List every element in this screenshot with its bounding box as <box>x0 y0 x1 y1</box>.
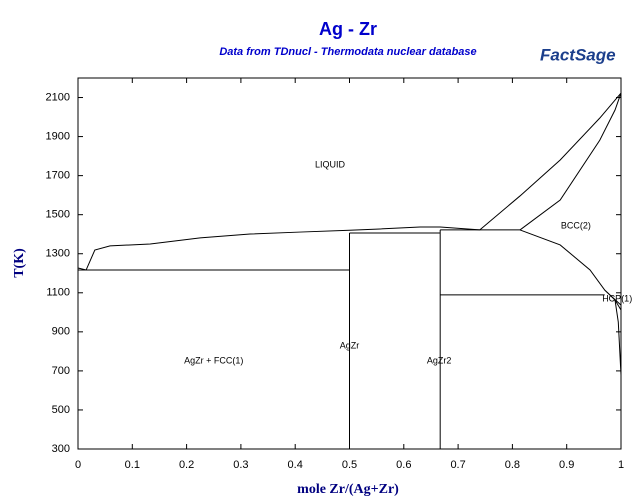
chart-subtitle: Data from TDnucl - Thermodata nuclear da… <box>219 46 476 58</box>
phase-boundary <box>614 299 622 376</box>
x-tick-label: 0 <box>75 459 81 471</box>
y-tick-label: 700 <box>52 365 70 377</box>
x-tick-label: 0.3 <box>233 459 248 471</box>
y-tick-label: 1700 <box>46 170 70 182</box>
x-tick-label: 1 <box>618 459 624 471</box>
y-tick-label: 500 <box>52 404 70 416</box>
x-tick-label: 0.4 <box>288 459 303 471</box>
chart-title: Ag - Zr <box>319 19 377 39</box>
y-tick-label: 300 <box>52 443 70 455</box>
x-tick-label: 0.6 <box>396 459 411 471</box>
x-tick-label: 0.2 <box>179 459 194 471</box>
x-axis-label: mole Zr/(Ag+Zr) <box>297 482 399 497</box>
region-label: AgZr2 <box>427 356 452 366</box>
phase-boundary <box>519 92 622 231</box>
region-label: AgZr + FCC(1) <box>184 356 243 366</box>
y-tick-label: 1900 <box>46 130 70 142</box>
y-tick-label: 900 <box>52 326 70 338</box>
phase-boundary <box>77 92 622 271</box>
x-tick-label: 0.9 <box>559 459 574 471</box>
y-tick-label: 2100 <box>46 91 70 103</box>
region-label: BCC(2) <box>561 220 591 230</box>
y-tick-label: 1500 <box>46 209 70 221</box>
region-label: LIQUID <box>315 159 346 169</box>
x-tick-label: 0.5 <box>342 459 357 471</box>
region-label: HCP(1) <box>602 293 632 303</box>
x-tick-label: 0.1 <box>125 459 140 471</box>
y-tick-label: 1100 <box>46 287 70 299</box>
x-tick-label: 0.8 <box>505 459 520 471</box>
y-axis-label: T(K) <box>12 248 27 278</box>
logo: FactSage <box>540 45 616 64</box>
x-tick-label: 0.7 <box>450 459 465 471</box>
y-tick-label: 1300 <box>46 248 70 260</box>
phase-boundary <box>604 289 622 311</box>
region-label: AgZr <box>340 340 360 350</box>
